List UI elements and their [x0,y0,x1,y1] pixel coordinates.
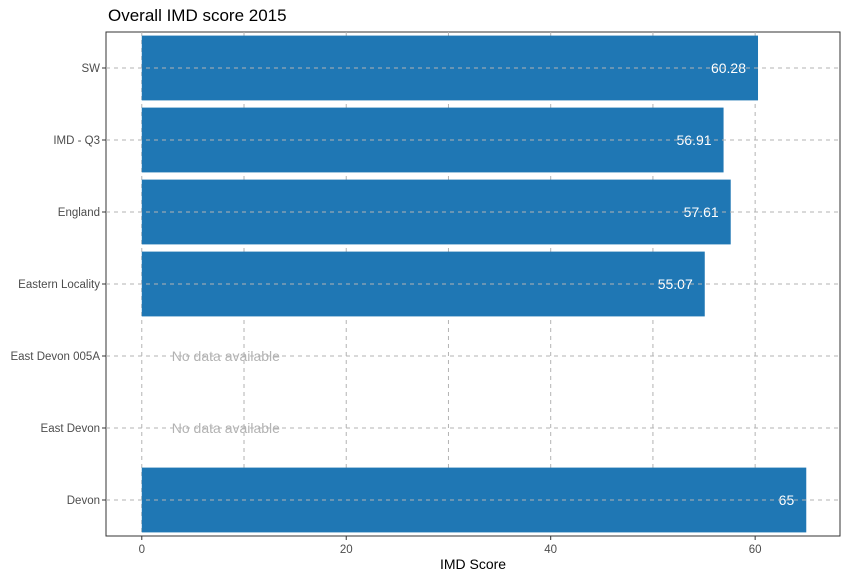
x-tick-label: 0 [139,544,145,556]
y-tick-label: East Devon [41,423,100,435]
y-tick-label: SW [81,63,100,75]
y-axis: SW IMD - Q3 England Eastern Locality East De… [10,63,106,507]
bar-value-label: 56.91 [677,132,712,148]
y-tick-label: Eastern Locality [18,279,100,291]
chart-title: Overall IMD score 2015 [108,6,287,25]
y-tick-label: Devon [67,495,100,507]
x-tick-label: 40 [544,544,557,556]
y-tick-label: IMD - Q3 [53,135,100,147]
no-data-label: No data available [172,348,280,364]
bar-value-label: 60.28 [711,60,746,76]
y-tick-label: England [58,207,100,219]
x-tick-label: 20 [340,544,353,556]
no-data-label: No data available [172,420,280,436]
x-tick-label: 60 [749,544,762,556]
x-axis-title: IMD Score [440,556,506,572]
x-axis: 0 20 40 60 [139,536,762,556]
y-tick-label: East Devon 005A [10,351,100,363]
